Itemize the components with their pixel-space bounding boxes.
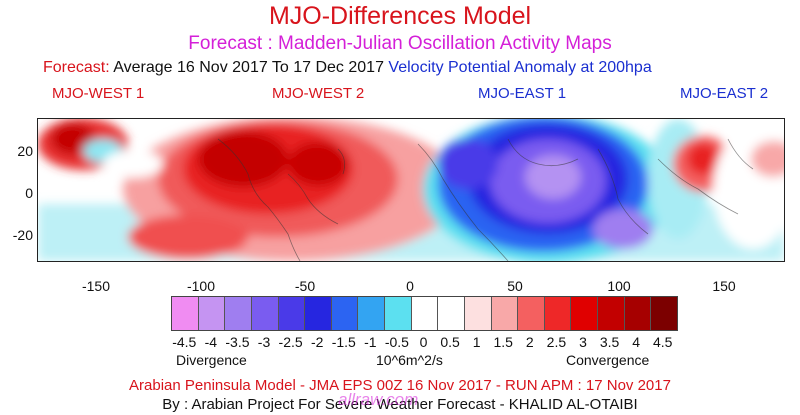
- colorbar-cell: [358, 297, 385, 330]
- colorbar-cell: [438, 297, 465, 330]
- y-tick-label: -20: [12, 227, 33, 243]
- colorbar-tick-label: 0.5: [440, 334, 460, 350]
- colorbar-cell: [385, 297, 412, 330]
- colorbar-cell: [571, 297, 598, 330]
- x-tick-label: 100: [607, 278, 631, 294]
- colorbar-tick-label: -3.5: [225, 334, 250, 350]
- colorbar-tick-label: 3: [579, 334, 587, 350]
- colorbar-tick-label: -4.5: [172, 334, 197, 350]
- colorbar-tick-label: 2: [525, 334, 534, 350]
- x-tick-label: -100: [186, 278, 216, 294]
- colorbar-cell: [305, 297, 332, 330]
- x-tick-label: -150: [81, 278, 111, 294]
- colorbar-tick-label: 1.5: [493, 334, 513, 350]
- colorbar-cell: [198, 297, 226, 330]
- region-label-east-1: MJO-EAST 1: [478, 85, 567, 102]
- region-label-east-2: MJO-EAST 2: [680, 85, 769, 102]
- colorbar-tick-label: 4: [632, 334, 641, 350]
- colorbar-cell: [251, 297, 279, 330]
- anomaly-field: [38, 119, 784, 261]
- colorbar-tick-label: 2.5: [546, 334, 567, 350]
- credit-line: By : Arabian Project For Severe Weather …: [162, 396, 638, 413]
- colorbar-tick-label: 4.5: [652, 334, 673, 350]
- forecast-period: Average 16 Nov 2017 To 17 Dec 2017: [113, 59, 384, 76]
- x-tick-label: -50: [294, 278, 316, 294]
- colorbar-tick-label: 0: [419, 334, 428, 350]
- colorbar-cell: [598, 297, 625, 330]
- colorbar: [171, 296, 678, 331]
- colorbar-cell: [278, 297, 306, 330]
- colorbar-tick-label: -0.5: [384, 334, 409, 350]
- colorbar-tick-label: -4: [204, 334, 218, 350]
- x-tick-label: 150: [712, 278, 736, 294]
- forecast-prefix: Forecast:: [43, 59, 110, 76]
- subtitle: Forecast : Madden-Julian Oscillation Act…: [188, 33, 612, 54]
- colorbar-cell: [624, 297, 652, 330]
- x-tick-label: 50: [507, 278, 523, 294]
- colorbar-tick-label: -3: [257, 334, 271, 350]
- watermark: allraw.com: [338, 390, 419, 409]
- model-run-line: Arabian Peninsula Model - JMA EPS 00Z 16…: [129, 377, 671, 394]
- coastlines: [217, 138, 754, 261]
- anomaly-map-canvas: [38, 119, 784, 261]
- colorbar-cell: [411, 297, 439, 330]
- colorbar-tick-label: -1.5: [331, 334, 356, 350]
- colorbar-cell: [464, 297, 492, 330]
- colorbar-cell: [491, 297, 519, 330]
- page-title: MJO-Differences Model: [268, 2, 532, 30]
- colorbar-cell: [651, 297, 677, 330]
- forecast-line: Forecast: Average 16 Nov 2017 To 17 Dec …: [43, 59, 652, 77]
- convergence-label: Convergence: [566, 352, 650, 368]
- region-label-west-2: MJO-WEST 2: [272, 85, 365, 102]
- anomaly-map: [37, 118, 785, 262]
- y-tick-label: 20: [17, 143, 33, 159]
- colorbar-tick-label: -2.5: [278, 334, 303, 350]
- forecast-field: Velocity Potential Anomaly at 200hpa: [388, 59, 652, 76]
- colorbar-tick-label: 1: [472, 334, 481, 350]
- colorbar-cell: [172, 297, 199, 330]
- y-tick-label: 0: [25, 185, 33, 201]
- colorbar-unit: 10^6m^2/s: [376, 352, 443, 368]
- colorbar-tick-label: -1: [364, 334, 377, 350]
- colorbar-cell: [544, 297, 572, 330]
- colorbar-cell: [225, 297, 252, 330]
- colorbar-cell: [518, 297, 545, 330]
- colorbar-tick-label: 3.5: [599, 334, 620, 350]
- divergence-label: Divergence: [176, 352, 247, 368]
- region-label-west-1: MJO-WEST 1: [52, 85, 145, 102]
- x-tick-label: 0: [406, 278, 414, 294]
- colorbar-tick-label: -2: [310, 334, 324, 350]
- colorbar-cell: [331, 297, 359, 330]
